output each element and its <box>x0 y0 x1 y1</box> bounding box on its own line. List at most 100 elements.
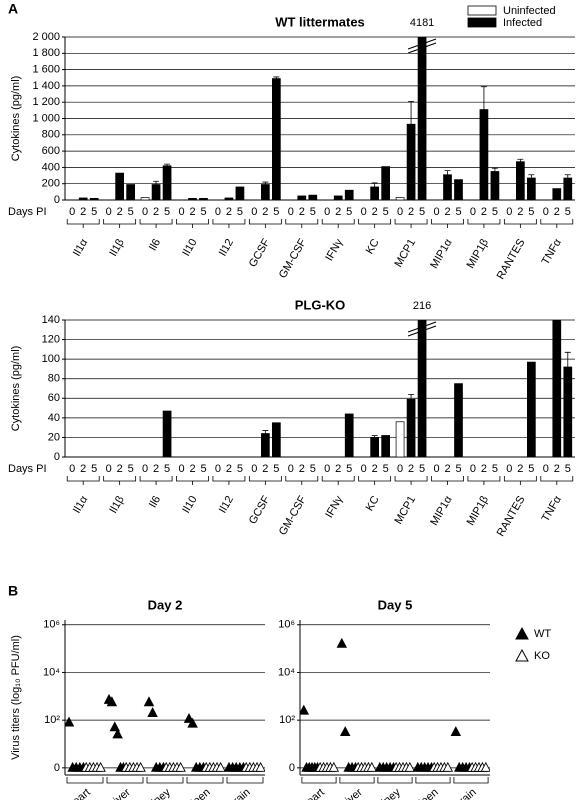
day-label: 5 <box>455 463 461 475</box>
y-tick-label: 20 <box>48 431 60 443</box>
y-tick-label: 400 <box>42 161 60 173</box>
day-label: 2 <box>554 463 560 475</box>
bracket <box>321 476 355 485</box>
data-point <box>95 761 106 772</box>
day-label: 2 <box>408 463 414 475</box>
data-point <box>187 717 198 728</box>
data-point <box>215 761 226 772</box>
day-label: 5 <box>237 206 243 218</box>
y-tick-label: 0 <box>54 762 60 774</box>
day-label: 0 <box>543 206 549 218</box>
bracket <box>186 777 224 784</box>
day-label: 0 <box>470 463 476 475</box>
y-tick-label: 0 <box>289 762 295 774</box>
x-axis-label: Days PI <box>8 463 47 475</box>
day-label: 5 <box>565 206 571 218</box>
bar <box>344 189 354 200</box>
chart-title: Day 5 <box>378 597 413 612</box>
bar <box>308 194 318 200</box>
day-label: 5 <box>310 463 316 475</box>
error-bar <box>262 430 269 434</box>
day-label: 2 <box>517 206 523 218</box>
error-bar <box>528 174 535 178</box>
bar <box>395 197 405 200</box>
day-label: 5 <box>346 463 352 475</box>
bar <box>417 320 427 457</box>
y-tick-label: 80 <box>48 373 60 385</box>
day-label: 2 <box>262 463 268 475</box>
day-label: 0 <box>142 463 148 475</box>
day-label: 5 <box>310 206 316 218</box>
error-bar <box>408 393 415 400</box>
y-tick-label: 10² <box>279 714 295 726</box>
error-bar <box>408 100 415 125</box>
bracket <box>248 219 282 228</box>
x-tick-label: TNFα <box>540 236 565 267</box>
day-label: 2 <box>189 206 195 218</box>
bar <box>188 198 197 200</box>
error-bar <box>564 174 571 178</box>
y-tick-label: 10⁶ <box>278 619 295 631</box>
bracket <box>176 476 209 485</box>
bar <box>563 366 573 457</box>
panel-label: B <box>8 583 18 599</box>
x-tick-label: Liver <box>339 786 365 800</box>
bar <box>344 413 354 457</box>
day-label: 0 <box>106 206 112 218</box>
error-bar <box>164 163 171 166</box>
x-tick-label: TNFα <box>540 493 565 524</box>
day-label: 5 <box>492 206 498 218</box>
bracket <box>139 219 173 228</box>
x-tick-label: RANTES <box>495 237 528 282</box>
day-label: 2 <box>80 463 86 475</box>
day-label: 0 <box>506 206 512 218</box>
bar <box>297 195 307 200</box>
data-point <box>404 761 416 772</box>
y-tick-label: 100 <box>42 353 60 365</box>
day-label: 5 <box>346 206 352 218</box>
x-tick-label: Kidney <box>139 786 173 800</box>
y-tick-label: 2 000 <box>32 31 60 43</box>
data-point <box>480 761 490 772</box>
day-label: 2 <box>299 463 305 475</box>
data-point <box>65 716 75 727</box>
bracket <box>431 476 464 485</box>
x-tick-label: GM-CSF <box>277 494 309 538</box>
error-bar <box>480 86 487 110</box>
bracket <box>285 219 319 228</box>
day-label: 0 <box>69 206 75 218</box>
bracket <box>358 219 392 228</box>
data-point <box>109 721 121 732</box>
data-point <box>336 637 348 648</box>
x-tick-label: Heart <box>298 786 326 800</box>
legend-swatch <box>467 5 497 16</box>
bracket <box>103 219 137 228</box>
y-tick-label: 1 000 <box>32 112 60 124</box>
bar <box>115 172 124 200</box>
error-bar <box>564 351 571 367</box>
day-label: 0 <box>215 206 221 218</box>
y-tick-label: 10⁴ <box>43 666 60 678</box>
bracket <box>467 476 501 485</box>
x-tick-label: Liver <box>107 786 133 800</box>
bracket <box>467 219 501 228</box>
bracket <box>106 777 144 784</box>
bar <box>224 197 234 200</box>
x-tick-label: MIP1α <box>428 236 455 270</box>
day-label: 2 <box>372 463 378 475</box>
day-label: 2 <box>80 206 86 218</box>
data-point <box>135 761 146 772</box>
axis-break <box>407 321 437 333</box>
day-label: 2 <box>117 463 123 475</box>
data-point <box>255 761 265 772</box>
day-label: 2 <box>153 463 159 475</box>
x-tick-label: Il1β <box>107 494 126 516</box>
day-label: 5 <box>273 463 279 475</box>
chart-title: WT littermates <box>275 14 365 29</box>
y-tick-label: 1 800 <box>32 47 60 59</box>
error-bar <box>273 76 280 79</box>
day-label: 2 <box>189 463 195 475</box>
day-label: 0 <box>506 463 512 475</box>
day-label: 0 <box>361 206 367 218</box>
